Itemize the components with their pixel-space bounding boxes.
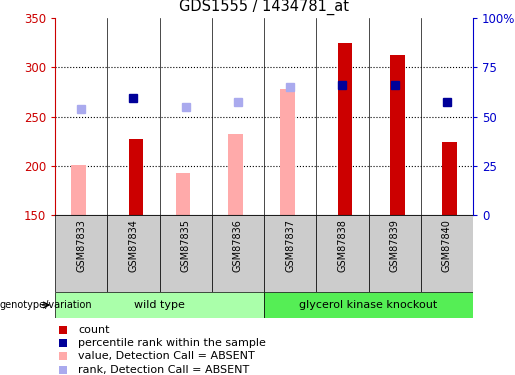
- Text: GSM87838: GSM87838: [337, 219, 348, 272]
- Title: GDS1555 / 1434781_at: GDS1555 / 1434781_at: [179, 0, 349, 15]
- Text: GSM87840: GSM87840: [442, 219, 452, 272]
- Text: GSM87839: GSM87839: [390, 219, 400, 272]
- Bar: [228, 134, 243, 215]
- Text: GSM87835: GSM87835: [181, 219, 191, 272]
- Text: GSM87834: GSM87834: [128, 219, 139, 272]
- Text: percentile rank within the sample: percentile rank within the sample: [78, 338, 266, 348]
- Bar: [71, 165, 86, 215]
- Text: GSM87837: GSM87837: [285, 219, 295, 272]
- Bar: [442, 142, 457, 215]
- Bar: [369, 215, 421, 292]
- Text: GSM87833: GSM87833: [76, 219, 86, 272]
- Text: rank, Detection Call = ABSENT: rank, Detection Call = ABSENT: [78, 364, 249, 375]
- Text: wild type: wild type: [134, 300, 185, 310]
- Bar: [264, 292, 473, 318]
- Bar: [55, 292, 264, 318]
- Text: count: count: [78, 325, 110, 335]
- Text: genotype/variation: genotype/variation: [0, 300, 93, 310]
- Bar: [55, 215, 107, 292]
- Bar: [338, 43, 352, 215]
- Text: glycerol kinase knockout: glycerol kinase knockout: [299, 300, 438, 310]
- Text: GSM87836: GSM87836: [233, 219, 243, 272]
- Bar: [129, 139, 143, 215]
- Bar: [176, 172, 191, 215]
- Bar: [280, 89, 295, 215]
- Bar: [212, 215, 264, 292]
- Text: value, Detection Call = ABSENT: value, Detection Call = ABSENT: [78, 351, 255, 361]
- Bar: [316, 215, 369, 292]
- Bar: [390, 56, 405, 215]
- Bar: [160, 215, 212, 292]
- Bar: [107, 215, 160, 292]
- Bar: [421, 215, 473, 292]
- Bar: [264, 215, 316, 292]
